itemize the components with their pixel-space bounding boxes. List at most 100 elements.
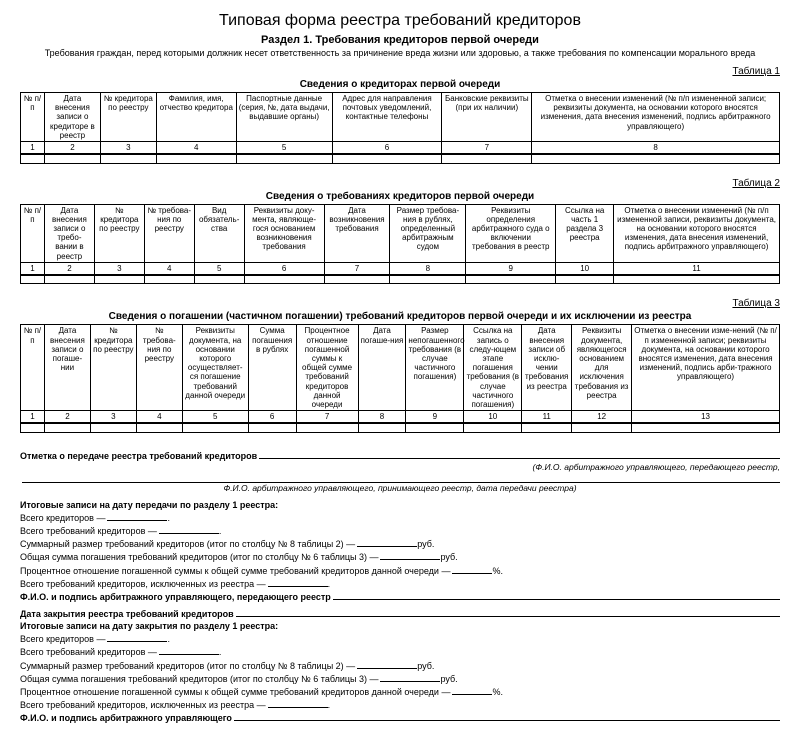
doc-title: Типовая форма реестра требований кредито… xyxy=(20,12,780,30)
col-num: 9 xyxy=(406,411,464,424)
blank-cell xyxy=(632,423,780,432)
col-num: 4 xyxy=(136,411,182,424)
blank-cell xyxy=(248,423,296,432)
col-header: Реквизиты документа, на основании которо… xyxy=(182,325,248,411)
col-header: Реквизиты определения арбитражного суда … xyxy=(466,204,556,262)
col-header: Размер требова-ния в рублях, определенны… xyxy=(390,204,466,262)
blank-cell xyxy=(556,275,614,284)
blank-cell xyxy=(466,275,556,284)
blank-cell xyxy=(358,423,406,432)
blank-cell xyxy=(182,423,248,432)
blank-cell xyxy=(194,275,244,284)
blank-cell xyxy=(90,423,136,432)
table-label: Таблица 2 xyxy=(20,178,780,189)
blank-cell xyxy=(332,154,442,163)
col-num: 3 xyxy=(90,411,136,424)
blank-cell xyxy=(236,154,332,163)
blank-cell xyxy=(44,154,100,163)
col-header: № требова-ния по реестру xyxy=(144,204,194,262)
col-header: № кредитора по реестру xyxy=(100,93,156,142)
col-num: 10 xyxy=(464,411,522,424)
col-num: 4 xyxy=(144,262,194,275)
col-num: 10 xyxy=(556,262,614,275)
blank-cell xyxy=(244,275,324,284)
col-header: Дата погаше-ния xyxy=(358,325,406,411)
transfer-note-center: Ф.И.О. арбитражного управляющего, приним… xyxy=(20,483,780,494)
col-num: 5 xyxy=(194,262,244,275)
table-t3: № п/пДата внесения записи о погаше-нии№ … xyxy=(20,324,780,432)
blank-cell xyxy=(100,154,156,163)
col-header: № кредитора по реестру xyxy=(94,204,144,262)
blank-cell xyxy=(390,275,466,284)
table-t2: № п/пДата внесения записи о требо-вании … xyxy=(20,204,780,285)
col-header: Дата внесения записи об исклю-чении треб… xyxy=(522,325,572,411)
blank-cell xyxy=(324,275,390,284)
blank-cell xyxy=(406,423,464,432)
col-num: 6 xyxy=(248,411,296,424)
col-header: № требова-ния по реестру xyxy=(136,325,182,411)
col-header: Реквизиты доку-мента, являюще-гося основ… xyxy=(244,204,324,262)
block2-title: Итоговые записи на дату закрытия по разд… xyxy=(20,620,780,632)
col-header: № кредитора по реестру xyxy=(90,325,136,411)
col-header: Вид обязатель-ства xyxy=(194,204,244,262)
col-num: 5 xyxy=(236,141,332,154)
blank-cell xyxy=(44,423,90,432)
block1-title: Итоговые записи на дату передачи по разд… xyxy=(20,499,780,511)
blank-cell xyxy=(296,423,358,432)
col-num: 8 xyxy=(390,262,466,275)
table-title: Сведения о погашении (частичном погашени… xyxy=(20,311,780,322)
col-header: Сумма погашения в рублях xyxy=(248,325,296,411)
col-header: Дата возникновения требования xyxy=(324,204,390,262)
col-header: Дата внесения записи о погаше-нии xyxy=(44,325,90,411)
blank-cell xyxy=(522,423,572,432)
blank-cell xyxy=(614,275,780,284)
col-num: 13 xyxy=(632,411,780,424)
blank-cell xyxy=(44,275,94,284)
col-header: Ссылка на запись о следу-ющем этапе пога… xyxy=(464,325,522,411)
blank-cell xyxy=(442,154,532,163)
col-header: № п/п xyxy=(21,93,45,142)
col-num: 11 xyxy=(614,262,780,275)
col-num: 7 xyxy=(324,262,390,275)
col-header: Размер непогашенного требования (в случа… xyxy=(406,325,464,411)
table-title: Сведения о кредиторах первой очереди xyxy=(20,79,780,90)
table-label: Таблица 1 xyxy=(20,66,780,77)
col-header: Банковские реквизиты (при их наличии) xyxy=(442,93,532,142)
col-num: 3 xyxy=(94,262,144,275)
blank-cell xyxy=(21,275,45,284)
col-num: 3 xyxy=(100,141,156,154)
col-header: № п/п xyxy=(21,325,45,411)
blank-cell xyxy=(21,154,45,163)
col-num: 2 xyxy=(44,262,94,275)
col-header: Адрес для направления почтовых уведомлен… xyxy=(332,93,442,142)
col-num: 5 xyxy=(182,411,248,424)
col-header: Дата внесения записи о требо-вании в рее… xyxy=(44,204,94,262)
blank-cell xyxy=(464,423,522,432)
summary-block: Отметка о передаче реестра требований кр… xyxy=(20,449,780,724)
transfer-label: Отметка о передаче реестра требований кр… xyxy=(20,450,257,462)
table-label: Таблица 3 xyxy=(20,298,780,309)
transfer-note-right: (Ф.И.О. арбитражного управляющего, перед… xyxy=(20,462,780,473)
col-num: 1 xyxy=(21,141,45,154)
blank-cell xyxy=(144,275,194,284)
blank-cell xyxy=(94,275,144,284)
col-num: 11 xyxy=(522,411,572,424)
col-num: 9 xyxy=(466,262,556,275)
close-date-label: Дата закрытия реестра требований кредито… xyxy=(20,608,234,620)
col-num: 1 xyxy=(21,411,45,424)
blank-cell xyxy=(532,154,780,163)
col-header: Отметка о внесении изменений (№ п/п изме… xyxy=(532,93,780,142)
col-num: 7 xyxy=(296,411,358,424)
col-num: 6 xyxy=(244,262,324,275)
col-header: Фамилия, имя, отчество кредитора xyxy=(156,93,236,142)
blank-cell xyxy=(156,154,236,163)
col-header: Ссылка на часть 1 раздела 3 реестра xyxy=(556,204,614,262)
blank-cell xyxy=(21,423,45,432)
col-header: Отметка о внесении изме-нений (№ п/п изм… xyxy=(632,325,780,411)
subtitle: Требования граждан, перед которыми должн… xyxy=(20,48,780,58)
col-num: 1 xyxy=(21,262,45,275)
table-title: Сведения о требованиях кредиторов первой… xyxy=(20,191,780,202)
section-heading: Раздел 1. Требования кредиторов первой о… xyxy=(20,34,780,46)
col-num: 6 xyxy=(332,141,442,154)
col-num: 2 xyxy=(44,411,90,424)
